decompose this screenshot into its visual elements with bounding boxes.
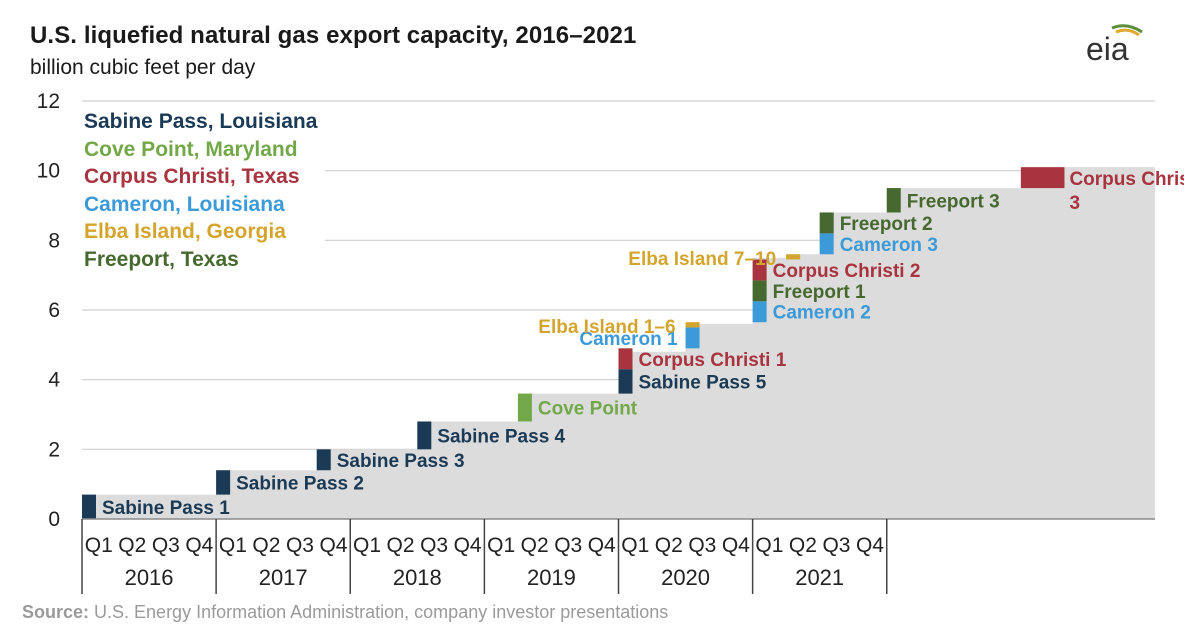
legend-item: Cameron, Louisiana bbox=[84, 192, 285, 216]
addition-bar bbox=[685, 327, 700, 349]
capacity-step-area bbox=[82, 167, 1155, 519]
legend-item: Cove Point, Maryland bbox=[84, 137, 298, 161]
x-quarter-label: Q1 bbox=[85, 534, 113, 557]
y-tick-label: 2 bbox=[48, 438, 60, 461]
y-tick-label: 6 bbox=[48, 299, 60, 322]
x-quarter-label: Q4 bbox=[856, 534, 884, 557]
legend: Sabine Pass, Louisiana Cove Point, Maryla… bbox=[78, 106, 326, 277]
addition-label: Sabine Pass 3 bbox=[337, 451, 465, 472]
addition-label: Elba Island 1–6 bbox=[538, 317, 675, 338]
chart-title: U.S. liquefied natural gas export capaci… bbox=[30, 22, 637, 49]
legend-item: Sabine Pass, Louisiana bbox=[84, 110, 318, 133]
x-quarter-label: Q2 bbox=[252, 534, 280, 557]
x-quarter-label: Q1 bbox=[487, 534, 515, 557]
addition-bar bbox=[752, 301, 767, 323]
legend-item: Freeport, Texas bbox=[84, 247, 239, 271]
addition-label: Corpus Christi 1 bbox=[639, 350, 787, 371]
addition-bar bbox=[1020, 167, 1065, 189]
legend-item: Elba Island, Georgia bbox=[84, 220, 286, 243]
x-year-label: 2020 bbox=[661, 565, 710, 590]
addition-bar bbox=[216, 470, 231, 495]
eia-logo: eia bbox=[1086, 24, 1143, 67]
x-quarter-label: Q1 bbox=[219, 534, 247, 557]
addition-bar bbox=[618, 348, 633, 370]
x-quarter-label: Q1 bbox=[353, 534, 381, 557]
addition-label: Sabine Pass 1 bbox=[102, 498, 230, 519]
addition-label: Cameron 1 bbox=[579, 329, 678, 350]
x-quarter-label: Q2 bbox=[655, 534, 683, 557]
addition-label: Cove Point bbox=[538, 399, 638, 420]
x-quarter-label: Q2 bbox=[789, 534, 817, 557]
x-year-label: 2019 bbox=[527, 565, 576, 590]
source-text: U.S. Energy Information Administration, … bbox=[89, 602, 669, 622]
addition-bars bbox=[82, 167, 1065, 519]
addition-bar bbox=[819, 233, 834, 255]
x-year-label: 2016 bbox=[125, 565, 174, 590]
addition-bar bbox=[517, 393, 532, 422]
y-tick-label: 12 bbox=[37, 90, 60, 113]
addition-label: Corpus Christi bbox=[1069, 169, 1184, 190]
addition-label: Cameron 2 bbox=[773, 303, 871, 324]
addition-label: Sabine Pass 2 bbox=[236, 473, 364, 494]
addition-bar bbox=[417, 421, 432, 450]
y-tick-label: 10 bbox=[37, 160, 60, 183]
addition-bar bbox=[886, 188, 901, 213]
x-quarter-label: Q1 bbox=[621, 534, 649, 557]
x-quarter-label: Q4 bbox=[588, 534, 616, 557]
x-quarter-label: Q4 bbox=[454, 534, 482, 557]
addition-label: Sabine Pass 5 bbox=[639, 372, 767, 393]
source-note: Source: U.S. Energy Information Administ… bbox=[22, 602, 668, 623]
x-quarter-label: Q3 bbox=[152, 534, 180, 557]
x-quarter-label: Q1 bbox=[755, 534, 783, 557]
x-quarter-label: Q2 bbox=[521, 534, 549, 557]
addition-bar bbox=[786, 254, 801, 260]
addition-label-line2: 3 bbox=[1069, 193, 1080, 214]
addition-bar bbox=[82, 494, 96, 519]
x-quarter-label: Q4 bbox=[319, 534, 347, 557]
x-year-label: 2018 bbox=[393, 565, 442, 590]
addition-bar bbox=[316, 449, 331, 471]
x-quarter-label: Q4 bbox=[185, 534, 213, 557]
addition-label: Corpus Christi 2 bbox=[773, 261, 921, 282]
x-year-label: 2021 bbox=[795, 565, 844, 590]
x-quarter-label: Q3 bbox=[688, 534, 716, 557]
addition-bar bbox=[752, 280, 767, 302]
x-quarter-label: Q3 bbox=[286, 534, 314, 557]
legend-item: Corpus Christi, Texas bbox=[84, 165, 300, 188]
capacity-area bbox=[82, 167, 1155, 519]
addition-label: Cameron 3 bbox=[840, 235, 938, 256]
x-year-label: 2017 bbox=[259, 565, 308, 590]
addition-bar bbox=[819, 212, 834, 234]
x-quarter-label: Q4 bbox=[722, 534, 750, 557]
x-quarter-label: Q3 bbox=[822, 534, 850, 557]
y-axis: 0 2 4 6 8 10 12 bbox=[37, 90, 61, 531]
y-tick-label: 0 bbox=[48, 508, 60, 531]
addition-bar bbox=[752, 259, 767, 281]
x-quarter-label: Q2 bbox=[118, 534, 146, 557]
addition-label: Freeport 3 bbox=[907, 191, 1000, 212]
addition-bar bbox=[618, 369, 633, 394]
y-tick-label: 8 bbox=[48, 229, 60, 252]
addition-bar bbox=[685, 322, 700, 328]
x-quarter-label: Q3 bbox=[420, 534, 448, 557]
chart-subtitle: billion cubic feet per day bbox=[30, 56, 256, 79]
y-tick-label: 4 bbox=[48, 369, 60, 392]
addition-label: Sabine Pass 4 bbox=[437, 426, 565, 447]
addition-label: Freeport 1 bbox=[773, 282, 866, 303]
x-quarter-label: Q3 bbox=[554, 534, 582, 557]
addition-label: Freeport 2 bbox=[840, 214, 933, 235]
x-quarter-label: Q2 bbox=[387, 534, 415, 557]
source-label: Source: bbox=[22, 602, 90, 622]
eia-logo-text: eia bbox=[1086, 31, 1129, 67]
addition-label: Elba Island 7–10 bbox=[628, 249, 776, 270]
